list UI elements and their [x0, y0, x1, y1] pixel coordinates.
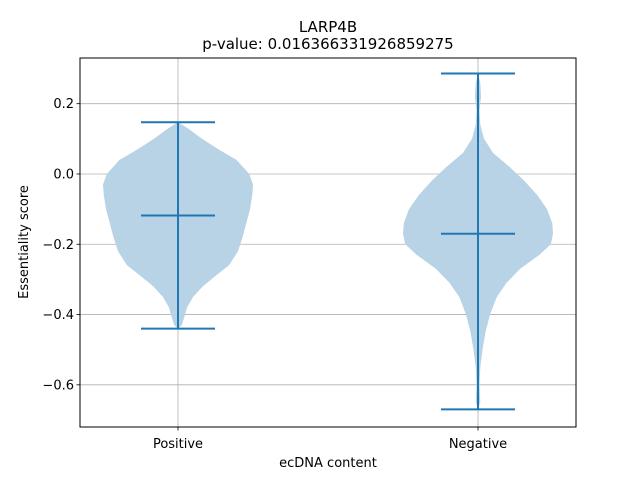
- chart-title: LARP4B: [299, 18, 357, 36]
- x-axis-ticks: Positive Negative: [153, 427, 507, 452]
- y-tick-label: 0.2: [53, 97, 74, 112]
- x-tick-label: Negative: [449, 437, 507, 452]
- y-tick-label: −0.2: [42, 238, 74, 253]
- violin-stat-lines: [141, 72, 515, 411]
- y-tick-label: −0.6: [42, 378, 74, 393]
- x-axis-label: ecDNA content: [279, 456, 377, 471]
- chart-subtitle: p-value: 0.016366331926859275: [202, 35, 453, 53]
- y-tick-label: −0.4: [42, 308, 74, 323]
- y-tick-label: 0.0: [53, 167, 74, 182]
- plot-frame: [79, 57, 577, 428]
- x-tick-label: Positive: [153, 437, 203, 452]
- violins: [103, 73, 553, 410]
- y-axis-label: Essentiality score: [17, 185, 32, 299]
- y-axis-ticks: 0.2 0.0 −0.2 −0.4 −0.6: [42, 97, 80, 393]
